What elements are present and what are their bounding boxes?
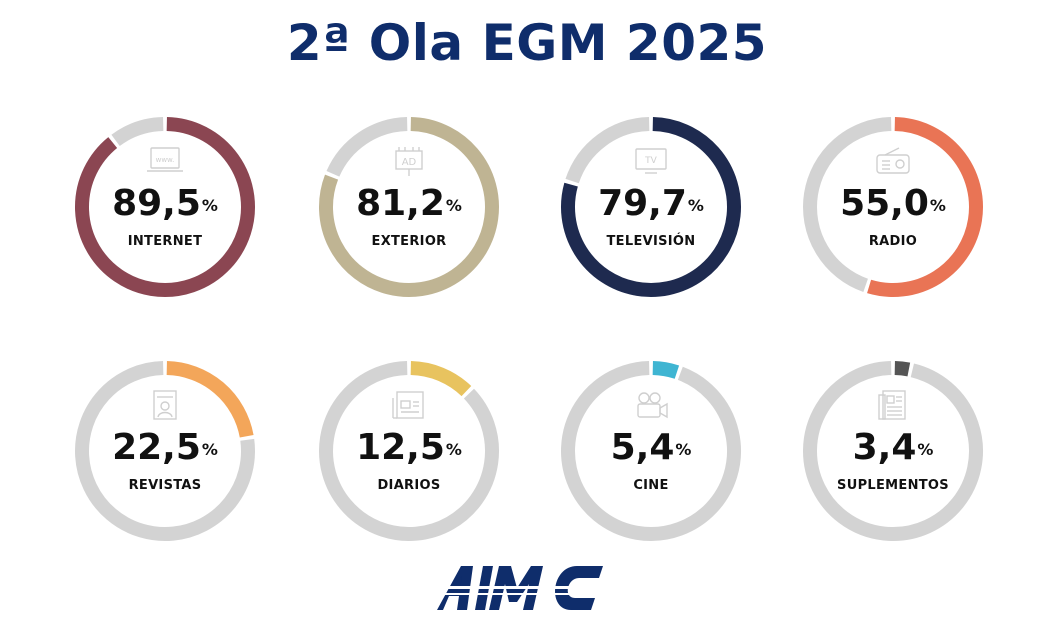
movie-camera-icon xyxy=(631,389,671,421)
value-radio: 55,0% xyxy=(840,183,946,224)
label-cine: CINE xyxy=(633,478,669,493)
svg-text:AD: AD xyxy=(402,157,417,168)
donut-cine: 5,4% CINE xyxy=(556,356,746,546)
tv-icon: TV xyxy=(631,145,671,177)
donut-radio: 55,0% RADIO xyxy=(798,112,988,302)
track-arc xyxy=(75,361,255,541)
value-suplementos: 3,4% xyxy=(852,427,934,468)
donut-suplementos: 3,4% SUPLEMENTOS xyxy=(798,356,988,546)
radio-icon xyxy=(873,145,913,177)
label-suplementos: SUPLEMENTOS xyxy=(837,478,949,493)
ring xyxy=(803,361,983,541)
track-arc xyxy=(561,361,741,541)
value-cine: 5,4% xyxy=(610,427,692,468)
magazine-icon xyxy=(145,389,185,421)
label-revistas: REVISTAS xyxy=(128,478,202,493)
donut-diarios: 12,5% DIARIOS xyxy=(314,356,504,546)
aimc-logo-mark xyxy=(435,566,611,610)
track-arc xyxy=(319,361,499,541)
value-arc xyxy=(75,117,255,297)
label-diarios: DIARIOS xyxy=(377,478,441,493)
donut-exterior: AD 81,2% EXTERIOR xyxy=(314,112,504,302)
value-arc xyxy=(652,361,680,379)
track-arc xyxy=(803,361,983,541)
value-television: 79,7% xyxy=(598,183,704,224)
value-arc xyxy=(319,117,499,297)
www-browser-icon: www. xyxy=(145,145,185,177)
value-arc xyxy=(867,117,983,297)
value-arc xyxy=(561,117,741,297)
label-exterior: EXTERIOR xyxy=(371,234,447,249)
ring xyxy=(803,117,983,297)
value-diarios: 12,5% xyxy=(356,427,462,468)
label-radio: RADIO xyxy=(868,234,918,249)
page-title: 2ª Ola EGM 2025 xyxy=(286,14,768,72)
supplement-icon xyxy=(873,389,913,421)
value-revistas: 22,5% xyxy=(112,427,218,468)
label-internet: INTERNET xyxy=(127,234,203,249)
track-arc xyxy=(111,117,164,147)
donut-revistas: 22,5% REVISTAS xyxy=(70,356,260,546)
ring xyxy=(319,117,499,297)
svg-text:www.: www. xyxy=(156,156,175,164)
value-exterior: 81,2% xyxy=(356,183,462,224)
label-television: TELEVISIÓN xyxy=(606,234,696,249)
track-arc xyxy=(326,117,408,177)
value-arc xyxy=(410,361,472,397)
aimc-logo xyxy=(427,558,627,618)
newspaper-icon xyxy=(389,389,429,421)
value-arc xyxy=(894,361,911,377)
value-arc xyxy=(166,361,254,438)
donut-television: TV 79,7% TELEVISIÓN xyxy=(556,112,746,302)
track-arc xyxy=(565,117,650,184)
billboard-ad-icon: AD xyxy=(389,145,429,177)
ring xyxy=(319,361,499,541)
ring xyxy=(561,361,741,541)
ring xyxy=(75,117,255,297)
svg-text:TV: TV xyxy=(644,156,657,166)
track-arc xyxy=(803,117,892,292)
value-internet: 89,5% xyxy=(112,183,218,224)
donut-internet: www. 89,5% INTERNET xyxy=(70,112,260,302)
ring xyxy=(75,361,255,541)
ring xyxy=(561,117,741,297)
